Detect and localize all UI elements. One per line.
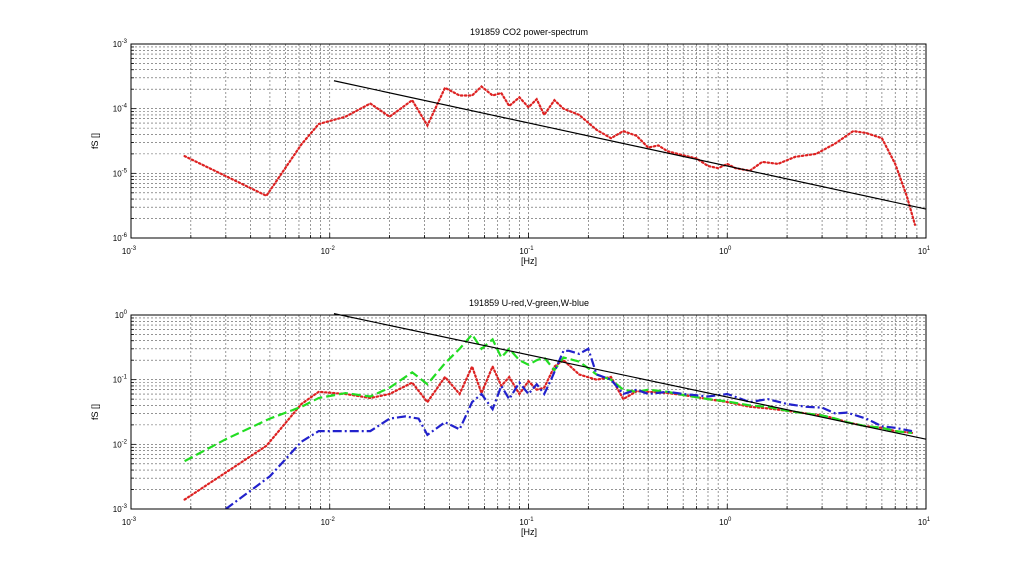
x-tick-label: 10-3: [122, 246, 137, 256]
series-line-1: [183, 85, 917, 226]
x-tick-label: 10-1: [519, 517, 534, 527]
x-tick-label: 10-3: [122, 517, 137, 527]
chart-title: 191859 U-red,V-green,W-blue: [469, 298, 589, 308]
x-tick-label: 100: [719, 246, 732, 256]
y-tick-label: 100: [115, 310, 128, 320]
x-tick-label: 10-2: [321, 246, 336, 256]
velocity-spectrum-panel: 191859 U-red,V-green,W-blue 10-3 10-2 10-1…: [90, 298, 931, 537]
series-line-2: [184, 332, 913, 463]
x-tick-label: 101: [918, 517, 931, 527]
tick-labels: 10-3 10-2 10-1 100 101 10-6 10-5 10-4 10-3: [113, 39, 931, 256]
plot-frame: [130, 43, 927, 239]
y-tick-label: 10-5: [113, 168, 128, 178]
co2-spectrum-panel: 191859 CO2 power-spectrum 10-3 10-2 10-1 10…: [90, 27, 931, 266]
y-axis-label: fS []: [90, 404, 100, 420]
series-line-3: [225, 347, 913, 509]
y-tick-label: 10-3: [113, 504, 128, 514]
tick-labels: 10-3 10-2 10-1 100 101 10-3 10-2 10-1 100: [113, 310, 931, 527]
y-tick-label: 10-6: [113, 233, 128, 243]
x-tick-label: 10-1: [519, 246, 534, 256]
x-tick-label: 10-2: [321, 517, 336, 527]
y-tick-label: 10-4: [113, 104, 128, 114]
reference-fit-line: [333, 80, 927, 210]
x-axis-label: [Hz]: [521, 256, 537, 266]
x-axis-label: [Hz]: [521, 527, 537, 537]
y-axis-label: fS []: [90, 133, 100, 149]
y-tick-label: 10-1: [113, 375, 128, 385]
grid: [131, 44, 926, 238]
y-tick-label: 10-2: [113, 439, 128, 449]
series-layer: [183, 80, 927, 226]
y-tick-label: 10-3: [113, 39, 128, 49]
chart-title: 191859 CO2 power-spectrum: [470, 27, 588, 37]
x-tick-label: 101: [918, 246, 931, 256]
reference-fit-line: [333, 313, 927, 440]
plot-frame: [130, 314, 927, 510]
series-layer: [183, 313, 927, 509]
x-tick-label: 100: [719, 517, 732, 527]
